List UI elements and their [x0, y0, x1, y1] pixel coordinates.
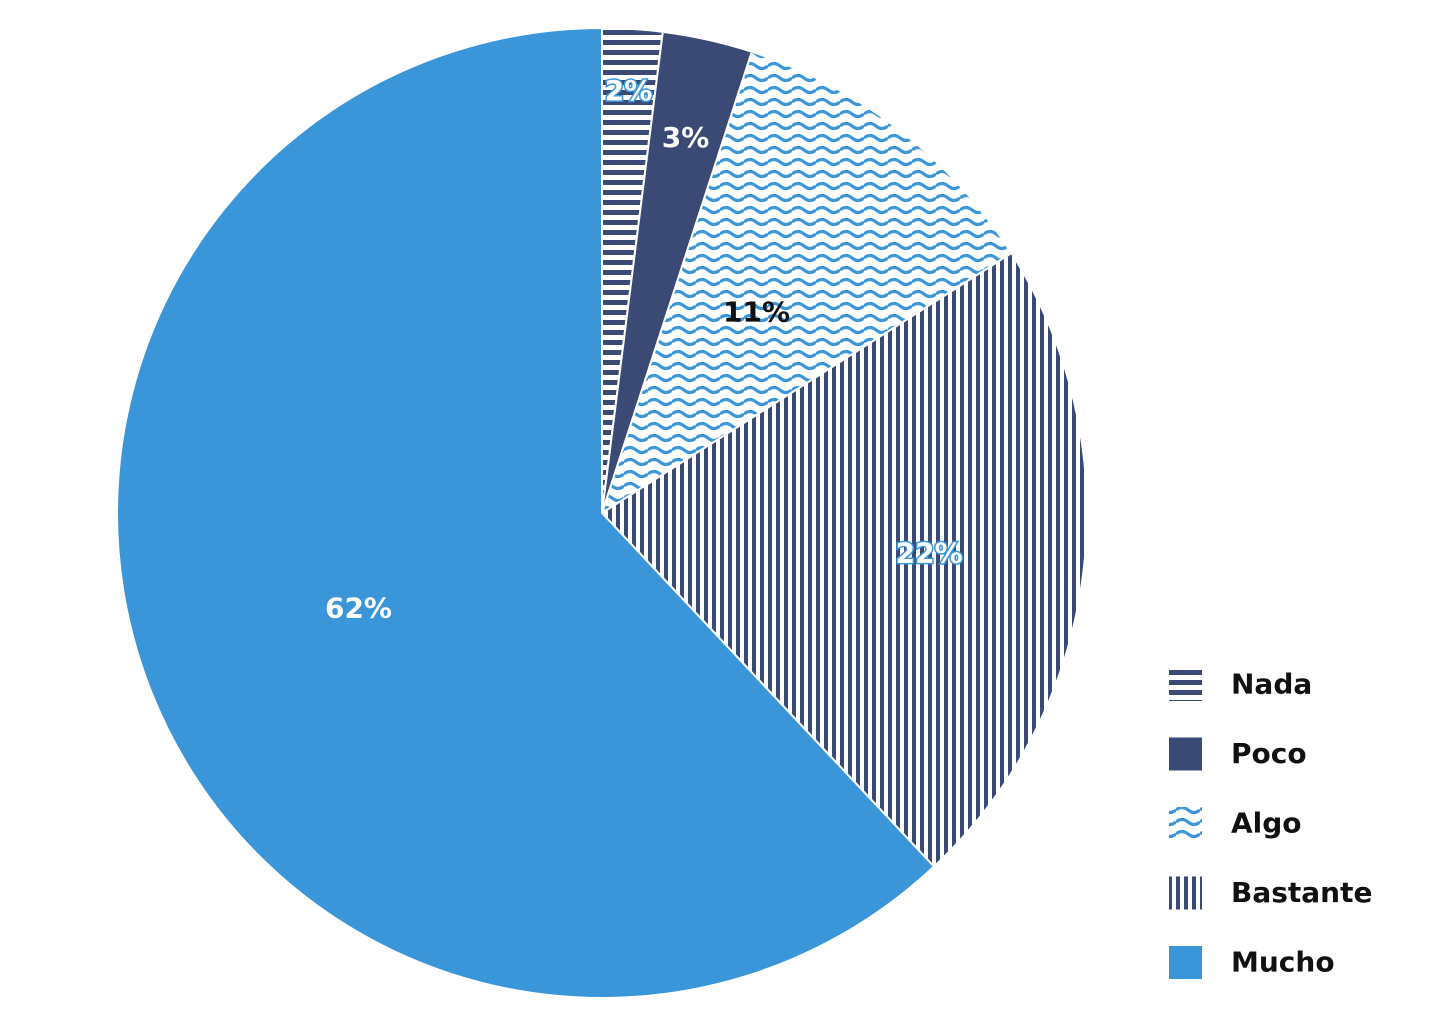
- slice-label-algo: 11%: [723, 296, 790, 329]
- legend: Nada Poco Algo Bastante Mucho: [1169, 668, 1373, 979]
- legend-label-mucho: Mucho: [1231, 946, 1335, 979]
- legend-item-mucho: Mucho: [1169, 946, 1335, 979]
- slice-label-poco: 3%: [662, 121, 710, 154]
- legend-swatch-poco: [1169, 737, 1202, 771]
- pie-slice-mucho: [116, 26, 936, 999]
- legend-swatch-algo: [1169, 807, 1202, 840]
- legend-item-algo: Algo: [1169, 807, 1302, 840]
- slice-label-bastante: 22%: [896, 536, 963, 569]
- legend-swatch-bastante: [1169, 876, 1202, 910]
- legend-item-nada: Nada: [1169, 668, 1312, 701]
- legend-label-poco: Poco: [1231, 737, 1307, 770]
- pie-slice-algo: [600, 50, 1013, 516]
- legend-item-bastante: Bastante: [1169, 876, 1373, 910]
- slice-label-mucho: 62%: [325, 591, 392, 624]
- pie-slice-bastante: [600, 251, 1088, 868]
- legend-swatch-nada: [1169, 668, 1202, 701]
- legend-label-nada: Nada: [1231, 668, 1312, 701]
- pie-labels: 2% 3% 11% 22% 62%: [325, 72, 964, 624]
- slice-label-nada: 2%: [605, 74, 653, 107]
- pie-slices: [116, 26, 1088, 999]
- legend-item-poco: Poco: [1169, 737, 1307, 771]
- legend-label-bastante: Bastante: [1231, 876, 1373, 909]
- legend-swatch-mucho: [1169, 946, 1202, 979]
- legend-label-algo: Algo: [1231, 807, 1302, 840]
